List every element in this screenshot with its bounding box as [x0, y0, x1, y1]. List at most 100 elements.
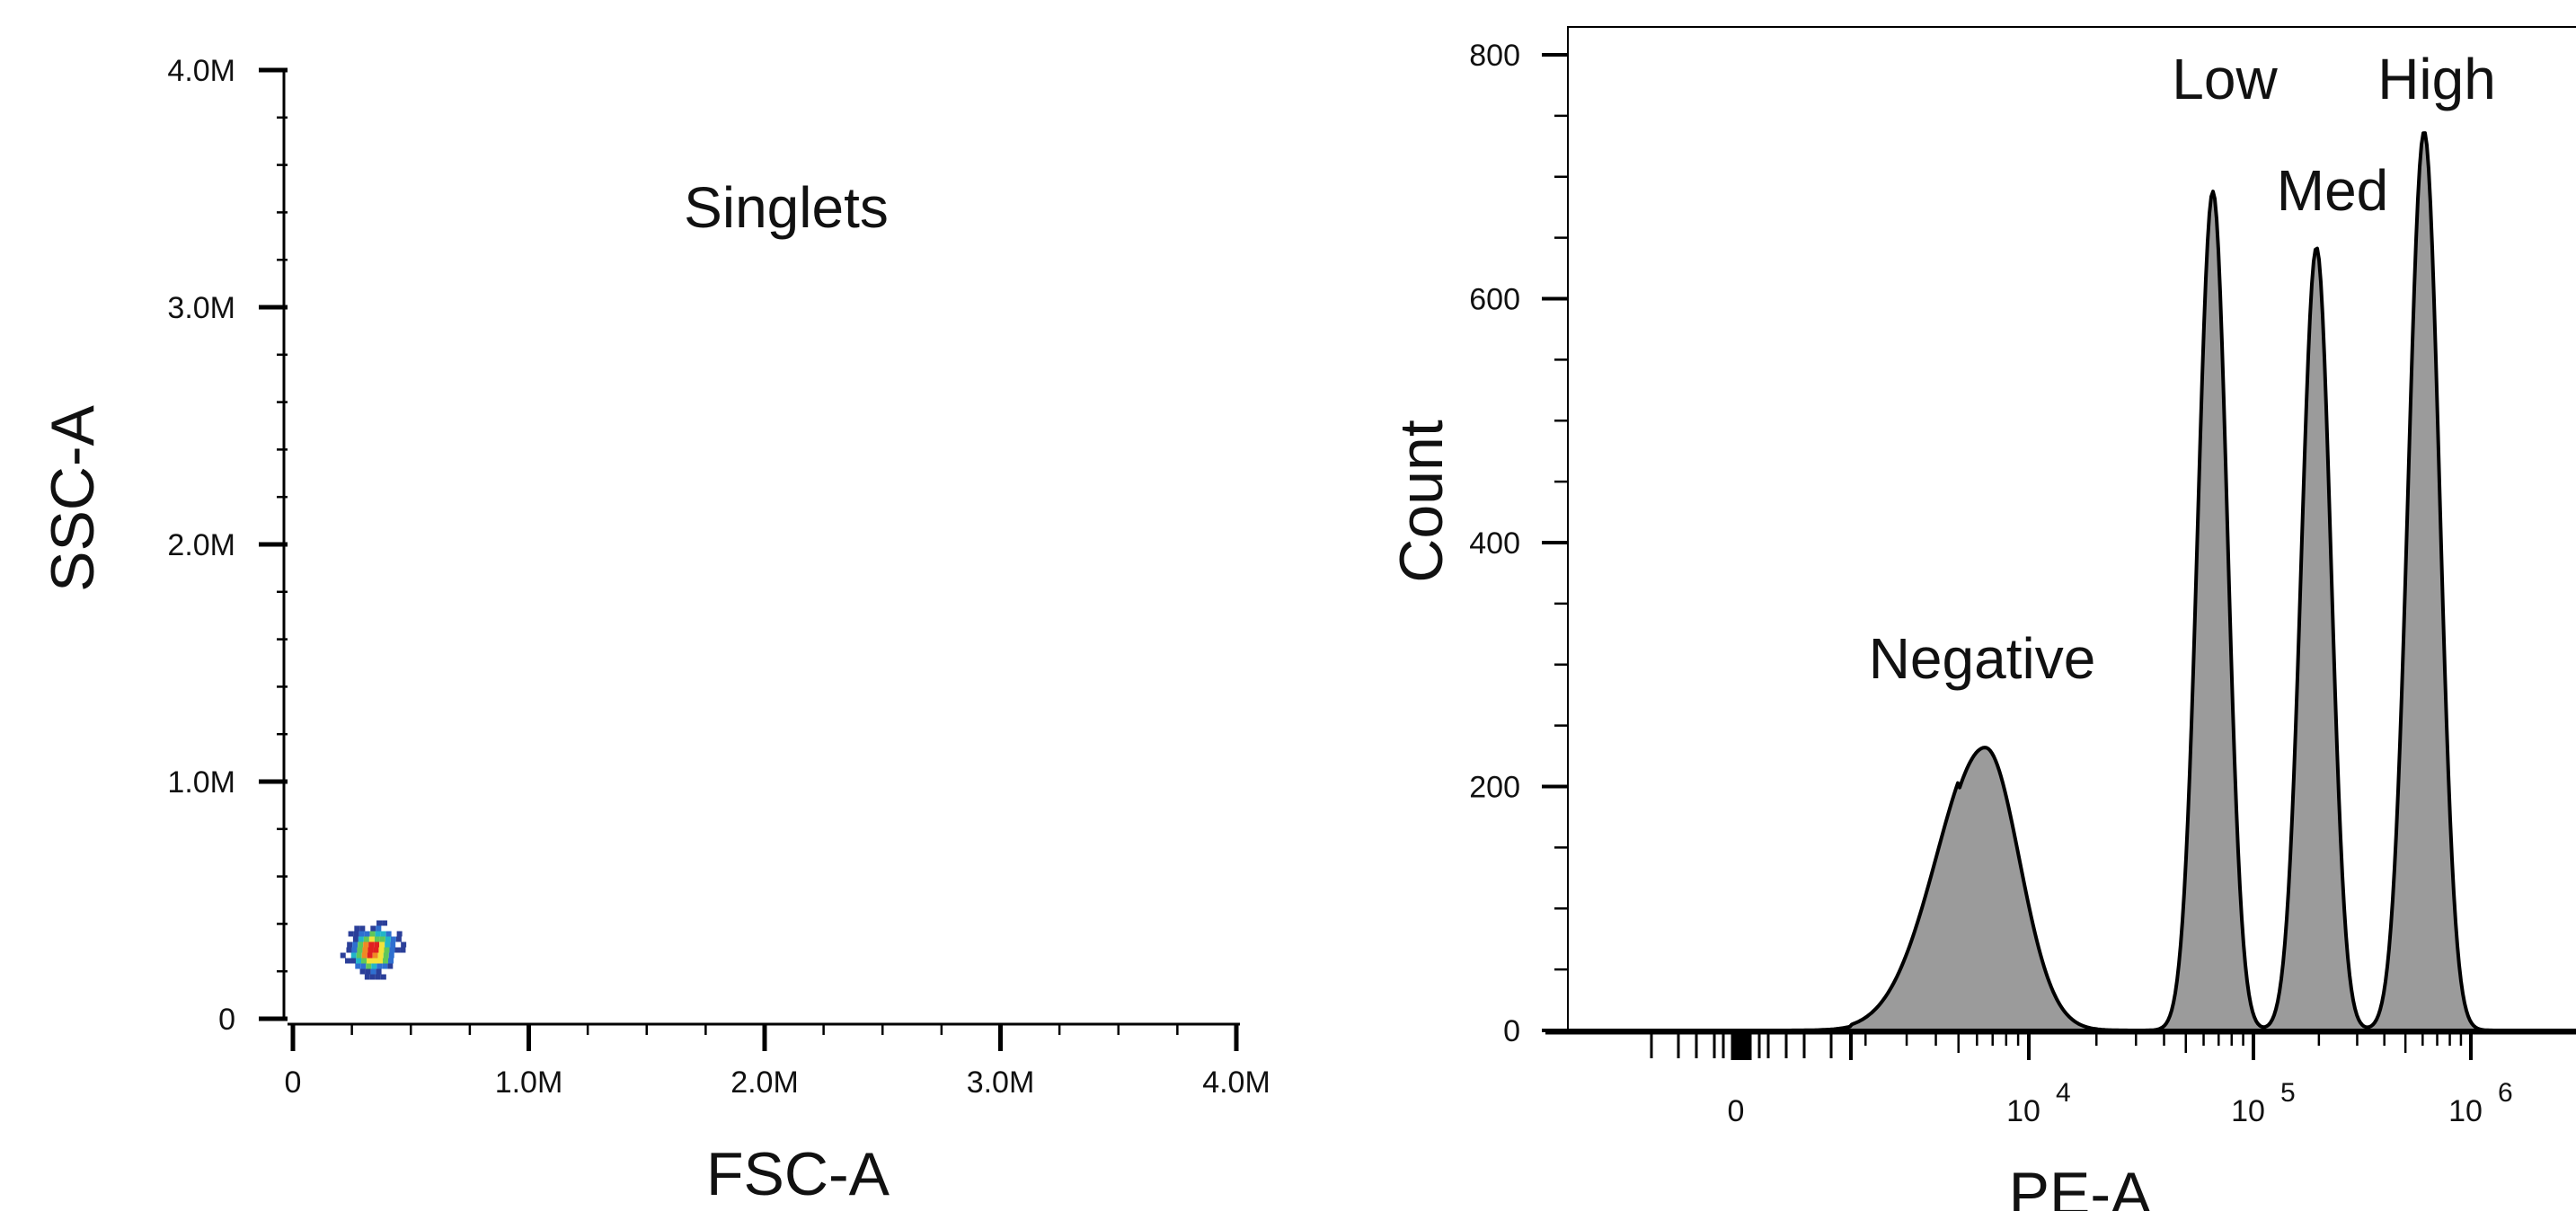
density-cell [364, 974, 370, 980]
density-cell [356, 958, 362, 964]
density-cell [368, 936, 375, 942]
density-cell [388, 952, 394, 959]
density-cell [375, 931, 381, 937]
density-cell [353, 931, 359, 937]
peak-label-low: Low [2172, 47, 2278, 111]
density-cell [362, 947, 368, 953]
density-cell [376, 920, 383, 926]
density-cell [371, 963, 377, 969]
left-x-tick-label: 4.0M [1202, 1065, 1270, 1100]
density-cell [385, 936, 391, 942]
density-cell [367, 947, 374, 953]
right-x-tick-label: 0 [1728, 1094, 1745, 1128]
density-cell [380, 931, 386, 937]
left-x-axis-label: FSC-A [706, 1140, 890, 1208]
density-cell [376, 963, 383, 969]
density-cell [361, 952, 367, 959]
density-cell [370, 968, 376, 975]
right-x-tick-exponent: 4 [2056, 1078, 2071, 1108]
density-cell [358, 941, 364, 948]
right-x-tick-exponent: 5 [2280, 1078, 2296, 1108]
density-cell [354, 925, 360, 932]
right-y-tick-label: 0 [1503, 1014, 1520, 1048]
right-y-ticks: 0 200 400 600 800 [1469, 39, 1568, 1048]
density-cell [383, 952, 389, 959]
density-cell [374, 936, 380, 942]
density-cell [369, 931, 376, 937]
density-cell [379, 941, 385, 948]
density-cell [385, 931, 392, 937]
density-cell [368, 941, 375, 948]
density-cell [351, 947, 358, 953]
fsc-ssc-dot-plot: 0 1.0M 2.0M 3.0M 4.0M 0 1.0M 2.0M 3.0M 4.0M Sing… [39, 54, 1270, 1208]
density-cell [360, 963, 367, 969]
density-cell [350, 958, 357, 964]
right-y-axis-label: Count [1387, 420, 1456, 583]
left-x-ticks: 0 1.0M 2.0M 3.0M 4.0M [285, 1024, 1270, 1100]
density-cell [363, 936, 369, 942]
right-y-tick-label: 600 [1469, 283, 1520, 317]
density-cell [370, 925, 376, 932]
density-cell [377, 952, 384, 959]
left-x-tick-label: 3.0M [967, 1065, 1035, 1100]
density-cell [361, 958, 367, 964]
density-cell [383, 958, 389, 964]
density-cell [352, 941, 359, 948]
right-x-ticks: 0 10 4 10 5 10 6 [1650, 1033, 2513, 1128]
peak-labels: Negative Low Med High [1869, 47, 2496, 691]
density-cell [359, 925, 366, 932]
density-cell [382, 963, 388, 969]
histogram-frame [1567, 26, 2576, 1033]
density-cluster [340, 920, 407, 980]
right-y-tick-label: 200 [1469, 771, 1520, 805]
density-cell [355, 963, 361, 969]
density-cell [372, 952, 378, 959]
density-cell [348, 931, 354, 937]
pe-histogram: 0 200 400 600 800 0 10 4 10 5 10 6 Negative Low Med H… [1387, 26, 2576, 1211]
density-cell [340, 952, 346, 959]
right-x-tick-label: 10 [2448, 1094, 2483, 1128]
density-cell [390, 936, 396, 942]
density-cell [396, 931, 403, 937]
density-cell [365, 968, 371, 975]
left-y-tick-label: 3.0M [167, 291, 235, 325]
left-x-tick-label: 1.0M [495, 1065, 563, 1100]
density-cell [401, 941, 407, 948]
left-y-tick-label: 1.0M [167, 765, 235, 800]
density-cell [356, 952, 362, 959]
density-cell [367, 952, 373, 959]
peak-label-high: High [2377, 47, 2496, 111]
left-y-tick-label: 4.0M [167, 54, 235, 88]
density-cell [346, 947, 352, 953]
density-cell [372, 958, 378, 964]
density-cell [387, 963, 394, 969]
left-y-axis-label: SSC-A [39, 404, 107, 591]
right-x-tick-exponent: 6 [2498, 1078, 2513, 1108]
density-cell [377, 958, 384, 964]
right-x-axis-label: PE-A [2009, 1160, 2152, 1211]
density-cell [364, 931, 370, 937]
density-cell [390, 941, 396, 948]
density-cell [363, 941, 369, 948]
left-x-tick-label: 0 [285, 1065, 302, 1100]
density-cell [350, 952, 357, 959]
histogram-area [1566, 131, 2576, 1032]
left-y-tick-label: 2.0M [167, 528, 235, 562]
density-cell [375, 974, 381, 980]
left-x-tick-label: 2.0M [730, 1065, 799, 1100]
density-cell [352, 936, 359, 942]
density-cell [382, 920, 388, 926]
left-y-tick-label: 0 [218, 1003, 235, 1037]
density-cell [380, 974, 386, 980]
right-x-tick-label: 10 [2006, 1094, 2040, 1128]
density-cell [384, 947, 390, 953]
gate-label-singlets: Singlets [684, 175, 889, 240]
density-cell [395, 936, 402, 942]
density-cell [374, 941, 380, 948]
density-cell [367, 958, 373, 964]
left-y-ticks: 0 1.0M 2.0M 3.0M 4.0M [167, 54, 288, 1037]
density-cell [347, 941, 353, 948]
density-cell [366, 963, 372, 969]
density-cell [388, 958, 394, 964]
